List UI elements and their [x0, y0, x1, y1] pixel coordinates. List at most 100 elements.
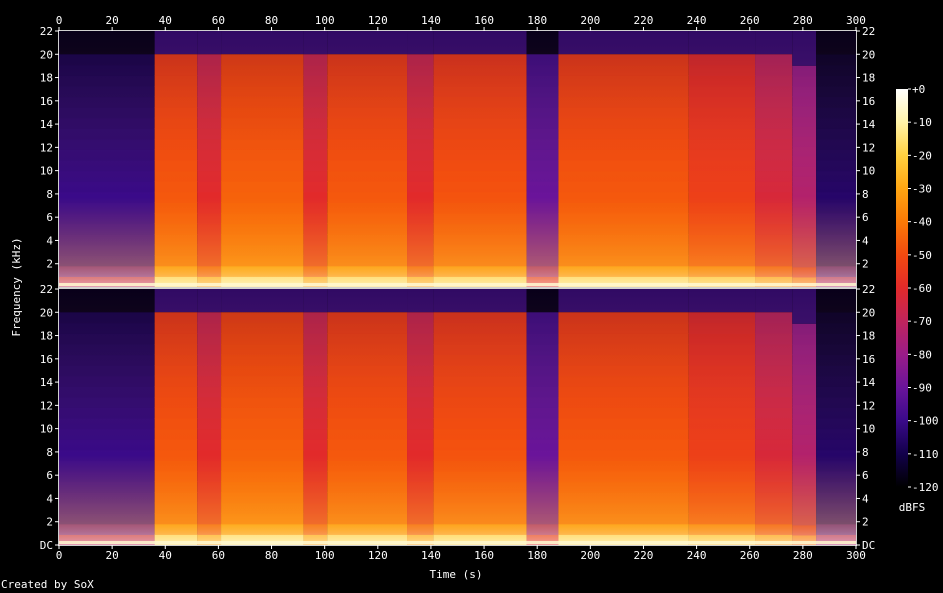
- y-tick-label-right: 6: [862, 469, 869, 482]
- y-tick-label-right: 18: [862, 330, 875, 343]
- y-tick-label-left: 2: [46, 258, 53, 271]
- credit-text: Created by SoX: [1, 578, 94, 591]
- x-tick-label-top: 280: [793, 14, 813, 27]
- x-tick-label-bottom: 20: [106, 549, 119, 562]
- y-tick-label-right: 4: [862, 234, 869, 247]
- colorbar: [896, 89, 908, 487]
- y-tick-label-left: 10: [40, 423, 53, 436]
- x-tick-label-top: 300: [846, 14, 866, 27]
- x-tick-label-top: 220: [634, 14, 654, 27]
- x-tick-label-bottom: 140: [421, 549, 441, 562]
- frame-ch1: [58, 30, 857, 288]
- y-tick-label-right: 16: [862, 95, 875, 108]
- x-tick-label-bottom: 240: [687, 549, 707, 562]
- x-axis-top-ticks: 0 20 40 60 80 100 120 140 160 180 200 220 240 260 280 3…: [56, 14, 866, 31]
- plot-frames: [58, 30, 857, 546]
- y-tick-label-right: 4: [862, 492, 869, 505]
- spectrogram-dc-line-ch1: [59, 283, 856, 286]
- y-tick-label-left: 10: [40, 165, 53, 178]
- x-tick-label-bottom: 60: [212, 549, 225, 562]
- y-tick-label-left: 8: [46, 446, 53, 459]
- y-tick-label-left: 2: [46, 516, 53, 529]
- y-tick-label-left: 8: [46, 188, 53, 201]
- y-tick-label-left: 6: [46, 469, 53, 482]
- colorbar-tick-label: -50: [912, 249, 932, 262]
- colorbar-tick-label: -100: [912, 415, 939, 428]
- channel-1-spectrogram: [59, 31, 856, 288]
- y-tick-label-left: 16: [40, 95, 53, 108]
- colorbar-tick-label: -120: [912, 481, 939, 494]
- y-tick-label-left: 12: [40, 399, 53, 412]
- x-tick-label-bottom: 160: [474, 549, 494, 562]
- y-tick-label-right: 16: [862, 353, 875, 366]
- frame-ch2: [58, 288, 857, 546]
- y-tick-label-right: 10: [862, 423, 875, 436]
- colorbar-tick-label: -90: [912, 382, 932, 395]
- colorbar-label: dBFS: [899, 501, 926, 514]
- x-tick-label-bottom: 280: [793, 549, 813, 562]
- y-tick-label-right: 22: [862, 25, 875, 38]
- y-axis-label: Frequency (kHz): [10, 237, 23, 336]
- y-tick-label-left: 20: [40, 48, 53, 61]
- y-tick-label-right: 2: [862, 258, 869, 271]
- x-tick-label-top: 100: [315, 14, 335, 27]
- colorbar-tick-label: -20: [912, 149, 932, 162]
- y-tick-label-left: DC: [40, 539, 53, 552]
- y-tick-label-left: 6: [46, 211, 53, 224]
- y-tick-label-right: 10: [862, 165, 875, 178]
- x-tick-label-bottom: 300: [846, 549, 866, 562]
- colorbar-tick-label: -30: [912, 183, 932, 196]
- spectrogram-dc-line-ch2: [59, 541, 856, 544]
- y-tick-label-left: 4: [46, 234, 53, 247]
- y-tick-label-right: 8: [862, 188, 869, 201]
- colorbar-tick-label: -10: [912, 116, 932, 129]
- x-tick-label-bottom: 120: [368, 549, 388, 562]
- y-tick-label-right: 2: [862, 516, 869, 529]
- y-tick-label-left: 4: [46, 492, 53, 505]
- y-tick-label-left: 12: [40, 141, 53, 154]
- x-axis-bottom-ticks: 0 20 40 60 80 100 120 140 160 180 200 220 240 260 280 3…: [56, 545, 866, 562]
- x-tick-label-top: 60: [212, 14, 225, 27]
- x-tick-label-top: 180: [527, 14, 547, 27]
- spectrogram-shading-ch1: [59, 31, 856, 287]
- y-tick-label-left: 18: [40, 72, 53, 85]
- y-tick-label-right: 6: [862, 211, 869, 224]
- colorbar-tick-label: -80: [912, 348, 932, 361]
- colorbar-tick-label: -110: [912, 448, 939, 461]
- colorbar-tick-label: -70: [912, 315, 932, 328]
- x-tick-label-bottom: 100: [315, 549, 335, 562]
- x-tick-label-bottom: 260: [740, 549, 760, 562]
- colorbar-tick-label: +0: [912, 83, 925, 96]
- colorbar-ticks: +0 -10 -20 -30 -40 -50 -60 -70 -80 -90 -100 -110 -12…: [908, 83, 939, 494]
- x-tick-label-top: 260: [740, 14, 760, 27]
- spectrogram-shading-ch2: [59, 289, 856, 545]
- x-tick-label-bottom: 180: [527, 549, 547, 562]
- x-tick-label-top: 0: [56, 14, 63, 27]
- x-tick-label-top: 240: [687, 14, 707, 27]
- y-tick-label-left: 22: [40, 25, 53, 38]
- y-tick-label-left: 18: [40, 330, 53, 343]
- y-tick-label-right: 14: [862, 376, 876, 389]
- x-tick-label-bottom: 220: [634, 549, 654, 562]
- y-tick-label-right: 20: [862, 306, 875, 319]
- x-tick-label-top: 20: [106, 14, 119, 27]
- x-axis-label: Time (s): [430, 568, 483, 581]
- y-tick-label-left: 20: [40, 306, 53, 319]
- y-tick-label-right: 20: [862, 48, 875, 61]
- y-tick-label-right: 18: [862, 72, 875, 85]
- x-tick-label-top: 160: [474, 14, 494, 27]
- y-tick-label-right: 8: [862, 446, 869, 459]
- x-tick-label-top: 120: [368, 14, 388, 27]
- x-tick-label-bottom: 200: [580, 549, 600, 562]
- x-tick-label-top: 80: [265, 14, 278, 27]
- y-tick-label-right: DC: [862, 539, 875, 552]
- channel-2-spectrogram: [59, 289, 856, 546]
- x-tick-label-bottom: 0: [56, 549, 63, 562]
- y-tick-label-left: 14: [40, 118, 54, 131]
- y-tick-label-right: 12: [862, 399, 875, 412]
- y-tick-label-right: 12: [862, 141, 875, 154]
- y-tick-label-left: 22: [40, 283, 53, 296]
